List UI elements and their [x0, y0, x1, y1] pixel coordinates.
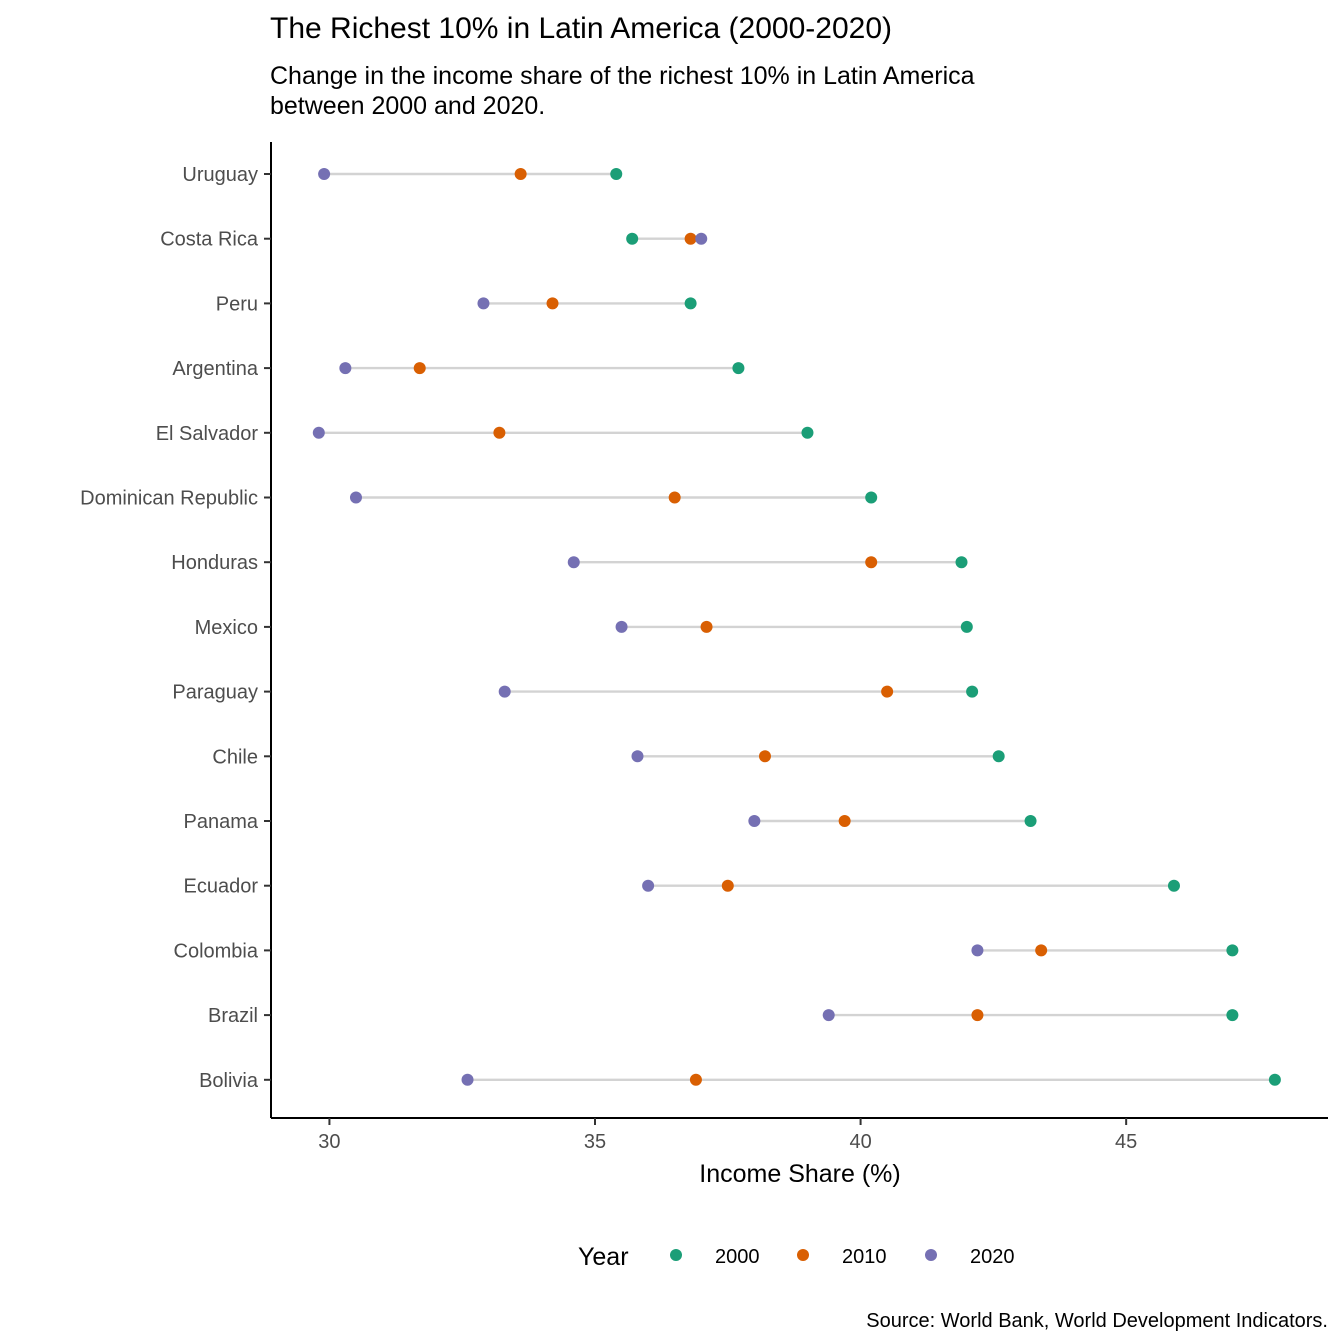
y-tick-label-uruguay: Uruguay	[182, 164, 258, 186]
point-2010-brazil	[971, 1009, 984, 1022]
point-2020-mexico	[615, 620, 628, 633]
point-2020-bolivia	[461, 1073, 474, 1086]
point-2010-panama	[838, 815, 851, 827]
x-tick-label-30: 30	[318, 1131, 340, 1153]
point-2000-el-salvador	[801, 426, 814, 439]
chart-subtitle-line-2: between 2000 and 2020.	[270, 92, 545, 120]
point-2010-ecuador	[721, 879, 734, 892]
point-2020-colombia	[971, 944, 984, 957]
points-layer	[312, 168, 1281, 1086]
point-2000-bolivia	[1268, 1073, 1281, 1086]
point-2010-uruguay	[514, 168, 527, 180]
point-2020-paraguay	[498, 685, 511, 698]
point-2010-dominican-republic	[668, 491, 681, 504]
legend-label-2010: 2010	[842, 1246, 887, 1268]
point-2020-uruguay	[318, 168, 331, 180]
point-2010-mexico	[700, 620, 713, 633]
legend-key-2010	[797, 1249, 809, 1261]
y-tick-label-argentina: Argentina	[172, 358, 258, 380]
y-tick-label-bolivia: Bolivia	[199, 1070, 259, 1092]
point-2010-paraguay	[881, 685, 894, 698]
y-tick-label-costa-rica: Costa Rica	[160, 229, 259, 251]
point-2000-ecuador	[1167, 879, 1180, 892]
point-2010-el-salvador	[493, 426, 506, 439]
point-2000-colombia	[1226, 944, 1239, 957]
y-tick-label-brazil: Brazil	[208, 1005, 258, 1027]
y-tick-label-chile: Chile	[212, 746, 258, 768]
y-axis: Uruguay Costa Rica Peru Argentina El Salvado…	[80, 142, 272, 1118]
y-tick-label-mexico: Mexico	[195, 617, 258, 639]
point-2000-peru	[684, 297, 697, 310]
segments-layer	[318, 172, 1275, 1082]
legend-title: Year	[578, 1243, 629, 1271]
y-tick-label-ecuador: Ecuador	[184, 876, 259, 898]
point-2000-uruguay	[610, 168, 623, 180]
point-2000-mexico	[960, 620, 973, 633]
point-2020-argentina	[339, 362, 352, 375]
point-2020-panama	[748, 815, 761, 827]
point-2010-bolivia	[689, 1073, 702, 1086]
point-2020-el-salvador	[312, 426, 325, 439]
point-2010-argentina	[413, 362, 426, 375]
point-2020-peru	[477, 297, 490, 310]
y-tick-label-panama: Panama	[184, 811, 259, 833]
x-tick-label-35: 35	[584, 1131, 606, 1153]
legend-label-2000: 2000	[715, 1246, 760, 1268]
point-2010-peru	[546, 297, 559, 310]
legend-key-2000	[670, 1249, 682, 1261]
point-2020-costa-rica	[695, 232, 708, 245]
y-tick-label-el-salvador: El Salvador	[156, 423, 259, 445]
chart-title: The Richest 10% in Latin America (2000-2…	[270, 12, 892, 45]
point-2000-argentina	[732, 362, 745, 375]
point-2000-panama	[1024, 815, 1037, 827]
point-2020-dominican-republic	[349, 491, 362, 504]
y-tick-label-peru: Peru	[216, 293, 258, 315]
y-tick-label-colombia: Colombia	[174, 940, 259, 962]
legend-label-2020: 2020	[970, 1246, 1015, 1268]
legend-key-2020	[925, 1249, 937, 1261]
point-2010-costa-rica	[684, 232, 697, 245]
y-tick-label-dominican-republic: Dominican Republic	[80, 488, 258, 510]
point-2020-chile	[631, 750, 644, 763]
point-2020-brazil	[822, 1009, 835, 1022]
point-2000-costa-rica	[626, 232, 639, 245]
point-2000-honduras	[955, 556, 968, 569]
y-tick-label-paraguay: Paraguay	[172, 682, 258, 704]
point-2010-honduras	[865, 556, 878, 569]
x-axis-title: Income Share (%)	[699, 1160, 900, 1188]
chart-subtitle-line-1: Change in the income share of the riches…	[270, 62, 975, 90]
x-tick-label-45: 45	[1115, 1131, 1137, 1153]
point-2000-dominican-republic	[865, 491, 878, 504]
point-2010-colombia	[1035, 944, 1048, 957]
point-2000-brazil	[1226, 1009, 1239, 1022]
point-2000-chile	[992, 750, 1005, 763]
point-2000-paraguay	[966, 685, 979, 698]
chart-caption: Source: World Bank, World Development In…	[866, 1310, 1328, 1332]
y-tick-label-honduras: Honduras	[171, 552, 258, 574]
point-2020-ecuador	[642, 879, 655, 892]
point-2010-chile	[758, 750, 771, 763]
x-tick-label-40: 40	[849, 1131, 871, 1153]
legend: Year 2000 2010 2020	[578, 1243, 1015, 1271]
x-axis: 30 35 40 45	[271, 1117, 1328, 1153]
point-2020-honduras	[567, 556, 580, 569]
